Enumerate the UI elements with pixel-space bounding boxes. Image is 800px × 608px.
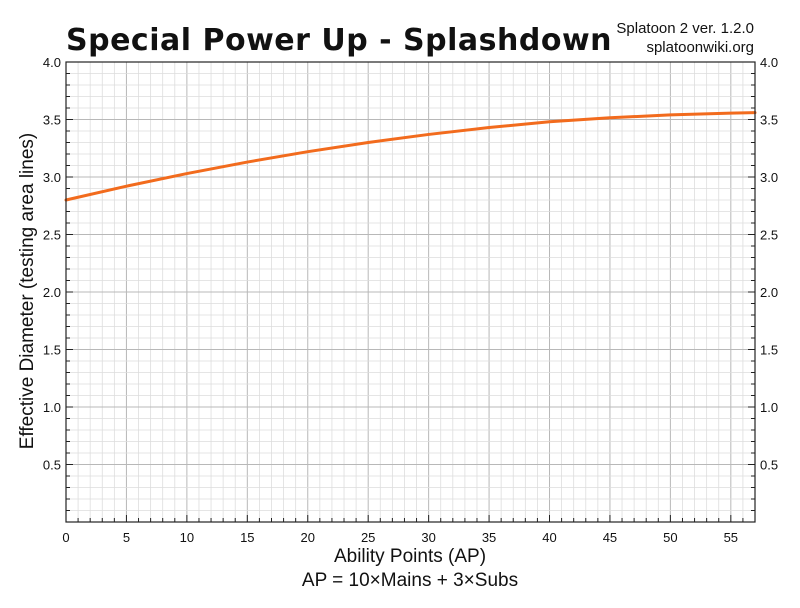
grid xyxy=(66,62,755,522)
series-line xyxy=(64,111,757,202)
x-tick-label: 35 xyxy=(482,530,496,545)
y-tick-label-right: 2.5 xyxy=(760,228,778,243)
y-tick-label-left: 3.0 xyxy=(43,170,61,185)
y-tick-label-left: 2.0 xyxy=(43,285,61,300)
y-tick-label-left: 1.0 xyxy=(43,400,61,415)
x-axis-label: Ability Points (AP) xyxy=(334,546,486,567)
x-tick-label: 20 xyxy=(301,530,315,545)
credit-site: splatoonwiki.org xyxy=(646,39,754,56)
x-tick-label: 10 xyxy=(180,530,194,545)
ticks: 0 5 10 15 20 25 30 35 40 45 50 55 0.5 0.5 1.0 1.0 1.5 1.5… xyxy=(43,55,778,545)
x-tick-label: 0 xyxy=(62,530,69,545)
y-tick-label-left: 2.5 xyxy=(43,228,61,243)
y-tick-label-left: 0.5 xyxy=(43,458,61,473)
y-axis-label: Effective Diameter (testing area lines) xyxy=(17,133,38,449)
x-tick-label: 40 xyxy=(542,530,556,545)
x-tick-label: 55 xyxy=(724,530,738,545)
x-tick-label: 45 xyxy=(603,530,617,545)
x-tick-label: 50 xyxy=(663,530,677,545)
y-tick-label-right: 1.0 xyxy=(760,400,778,415)
y-tick-label-left: 3.5 xyxy=(43,113,61,128)
x-axis-sublabel: AP = 10×Mains + 3×Subs xyxy=(302,570,518,591)
chart-title: Special Power Up - Splashdown xyxy=(66,23,612,58)
x-tick-label: 25 xyxy=(361,530,375,545)
y-tick-label-right: 0.5 xyxy=(760,458,778,473)
plot-frame xyxy=(65,61,756,523)
x-tick-label: 5 xyxy=(123,530,130,545)
credit-version: Splatoon 2 ver. 1.2.0 xyxy=(616,20,754,37)
y-tick-label-right: 3.5 xyxy=(760,113,778,128)
y-tick-label-left: 4.0 xyxy=(43,55,61,70)
y-tick-label-right: 1.5 xyxy=(760,343,778,358)
y-tick-label-right: 2.0 xyxy=(760,285,778,300)
x-tick-label: 15 xyxy=(240,530,254,545)
y-tick-label-left: 1.5 xyxy=(43,343,61,358)
x-tick-label: 30 xyxy=(421,530,435,545)
y-tick-label-right: 3.0 xyxy=(760,170,778,185)
series-layer xyxy=(64,111,757,202)
y-tick-label-right: 4.0 xyxy=(760,55,778,70)
